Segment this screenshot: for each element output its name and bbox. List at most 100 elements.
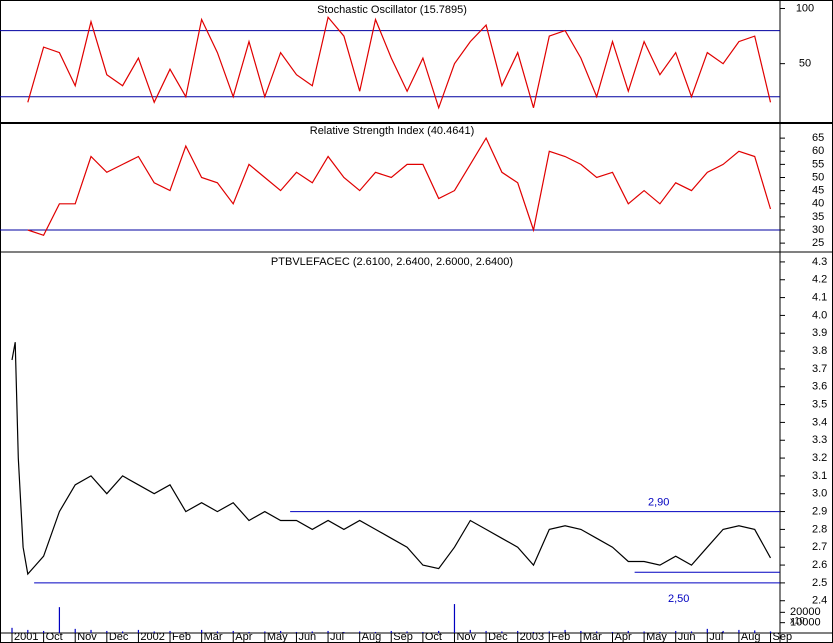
x-tick-label: 2001 xyxy=(14,631,38,643)
x-tick-label: Feb xyxy=(551,631,570,643)
volume-bar xyxy=(343,631,345,633)
volume-bar xyxy=(153,631,155,633)
x-tick-label: Nov xyxy=(456,631,476,643)
volume-bar xyxy=(106,630,108,633)
x-tick-label: May xyxy=(267,631,288,643)
volume-bar xyxy=(453,604,456,633)
volume-bar xyxy=(580,630,582,633)
y-tick-label: 10000 xyxy=(790,617,821,629)
volume-bar xyxy=(390,630,392,633)
volume-bar xyxy=(216,631,219,633)
x-tick-label: Mar xyxy=(583,631,602,643)
volume-bar xyxy=(501,631,503,633)
y-tick-label: 3.9 xyxy=(812,327,827,339)
volume-bar xyxy=(327,630,329,633)
y-tick-label: 2.4 xyxy=(812,595,827,607)
y-tick-label: 50 xyxy=(799,58,811,70)
y-tick-label: 4.1 xyxy=(812,291,827,303)
panel-title: Relative Strength Index (40.4641) xyxy=(310,125,475,137)
volume-bar xyxy=(11,627,13,633)
y-tick-label: 3.7 xyxy=(812,363,827,375)
panel-title: Stochastic Oscillator (15.7895) xyxy=(317,4,467,16)
series-line xyxy=(11,342,772,576)
volume-bar xyxy=(485,630,487,633)
volume-bar xyxy=(201,629,203,633)
x-tick-label: Jul xyxy=(330,631,344,643)
x-tick-label: Sep xyxy=(393,631,413,643)
x-tick-label: Aug xyxy=(362,631,382,643)
volume-bar xyxy=(596,631,598,633)
x-tick-label: Feb xyxy=(172,631,191,643)
x-tick-label: May xyxy=(646,631,667,643)
y-tick-label: 2.7 xyxy=(812,541,827,553)
y-tick-label: 55 xyxy=(812,158,824,170)
y-tick-label: 40 xyxy=(812,198,824,210)
series-line xyxy=(27,136,772,237)
y-tick-label: 3.5 xyxy=(812,398,827,410)
x-tick-label: 2003 xyxy=(520,631,544,643)
volume-bar xyxy=(137,629,140,633)
y-tick-label: 2.6 xyxy=(812,559,827,571)
line-label: 2,90 xyxy=(648,496,669,508)
x-tick-label: 2002 xyxy=(140,631,164,643)
volume-bar xyxy=(769,631,772,633)
x-tick-label: Jun xyxy=(298,631,316,643)
volume-bar xyxy=(754,630,756,633)
y-tick-label: 4.3 xyxy=(812,256,827,268)
volume-bar xyxy=(564,629,566,633)
volume-bar xyxy=(517,630,519,633)
volume-bar xyxy=(627,630,629,633)
x-tick-label: Dec xyxy=(488,631,508,643)
volume-bar xyxy=(90,629,92,633)
volume-bar xyxy=(643,631,645,633)
volume-bar xyxy=(280,630,282,633)
y-tick-label: 65 xyxy=(812,132,824,144)
y-tick-label: 3.6 xyxy=(812,381,827,393)
volume-bar xyxy=(611,631,614,633)
x-tick-label: Jul xyxy=(709,631,723,643)
x-tick-label: Jun xyxy=(678,631,696,643)
volume-bar xyxy=(232,630,234,633)
volume-bar xyxy=(185,631,187,633)
x-tick-label: Apr xyxy=(614,631,631,643)
y-tick-label: 2.8 xyxy=(812,523,827,535)
y-tick-label: 20000 xyxy=(790,606,821,618)
series-line xyxy=(27,15,772,110)
volume-bar xyxy=(738,629,740,633)
x-tick-label: Mar xyxy=(204,631,223,643)
x-tick-label: Apr xyxy=(235,631,252,643)
volume-bar xyxy=(659,631,661,633)
volume-bar xyxy=(58,607,61,633)
x-tick-label: Oct xyxy=(46,631,63,643)
volume-bar xyxy=(359,631,361,633)
y-tick-label: 3.1 xyxy=(812,470,827,482)
volume-bar xyxy=(264,631,266,633)
x-tick-label: Oct xyxy=(425,631,442,643)
volume-bar xyxy=(27,629,29,633)
y-tick-label: 60 xyxy=(812,145,824,157)
y-tick-label: 25 xyxy=(812,237,824,249)
volume-bar xyxy=(438,630,440,633)
volume-bar xyxy=(548,631,550,633)
volume-bar xyxy=(122,631,124,633)
y-tick-label: 2.5 xyxy=(812,577,827,589)
volume-bar xyxy=(422,631,424,633)
panel-title: PTBVLEFACEC (2.6100, 2.6400, 2.6000, 2.6… xyxy=(271,256,513,268)
volume-bar xyxy=(706,628,708,633)
y-tick-label: 35 xyxy=(812,211,824,223)
y-tick-label: 3.0 xyxy=(812,488,827,500)
y-tick-label: 45 xyxy=(812,185,824,197)
volume-bar xyxy=(469,629,471,633)
volume-bar xyxy=(532,631,535,633)
x-tick-label: Sep xyxy=(773,631,793,643)
volume-bar xyxy=(311,631,313,633)
y-tick-label: 2.9 xyxy=(812,505,827,517)
x-tick-label: Aug xyxy=(741,631,761,643)
volume-bar xyxy=(374,631,377,633)
y-tick-label: 100 xyxy=(796,2,814,14)
volume-bar xyxy=(169,630,171,633)
y-tick-label: 3.8 xyxy=(812,345,827,357)
volume-bar xyxy=(43,630,45,633)
line-label: 2,50 xyxy=(668,593,689,605)
